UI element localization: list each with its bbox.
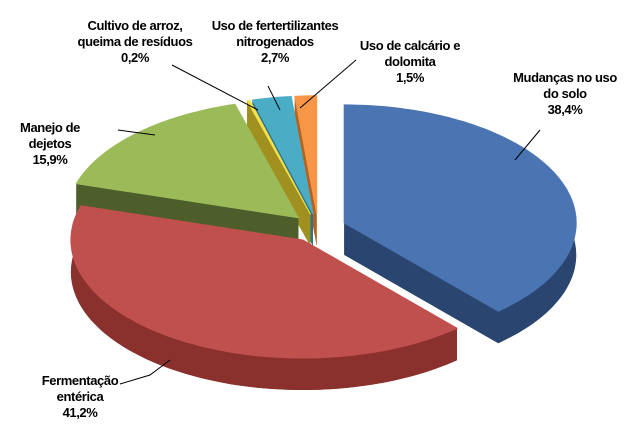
leader-line — [171, 64, 259, 111]
slice-label: Uso de calcário e dolomita 1,5% — [350, 38, 470, 86]
slice — [75, 103, 300, 219]
slice-label: Mudanças no uso do solo 38,4% — [510, 70, 620, 118]
slice — [70, 205, 459, 359]
value-label: 0,2% — [120, 50, 150, 65]
category-label: Uso de fertertilizantes nitrogenados — [211, 18, 339, 49]
category-label: Uso de calcário e dolomita — [359, 38, 461, 69]
slice — [343, 104, 577, 312]
slice-label: Uso de fertertilizantes nitrogenados 2,7% — [205, 18, 345, 66]
slice-side — [247, 100, 250, 133]
leader-line — [299, 59, 357, 109]
category-label: Cultivo de arroz, queima de resíduos — [77, 18, 193, 49]
value-label: 41,2% — [62, 405, 98, 420]
value-label: 15,9% — [32, 152, 68, 167]
slice — [246, 99, 311, 215]
category-label: Manejo de dejetos — [20, 120, 80, 151]
category-label: Mudanças no uso do solo — [513, 70, 617, 101]
slice-wall — [344, 222, 499, 344]
value-label: 1,5% — [395, 70, 425, 85]
slice-label: Manejo de dejetos 15,9% — [5, 120, 95, 168]
category-label: Fermentação entérica — [41, 373, 119, 404]
slice-label: Cultivo de arroz, queima de resíduos 0,2% — [75, 18, 195, 66]
slices — [70, 95, 577, 390]
leader-line — [267, 85, 281, 111]
slice — [294, 95, 318, 214]
slice — [251, 95, 314, 215]
value-label: 2,7% — [260, 50, 290, 65]
leader-line — [117, 129, 156, 136]
slice-label: Fermentação entérica 41,2% — [25, 373, 135, 421]
slice-side — [70, 205, 458, 390]
leader-line — [514, 129, 541, 161]
slice-wall — [249, 100, 311, 247]
value-label: 38,4% — [547, 102, 583, 117]
leader-line — [119, 359, 171, 385]
